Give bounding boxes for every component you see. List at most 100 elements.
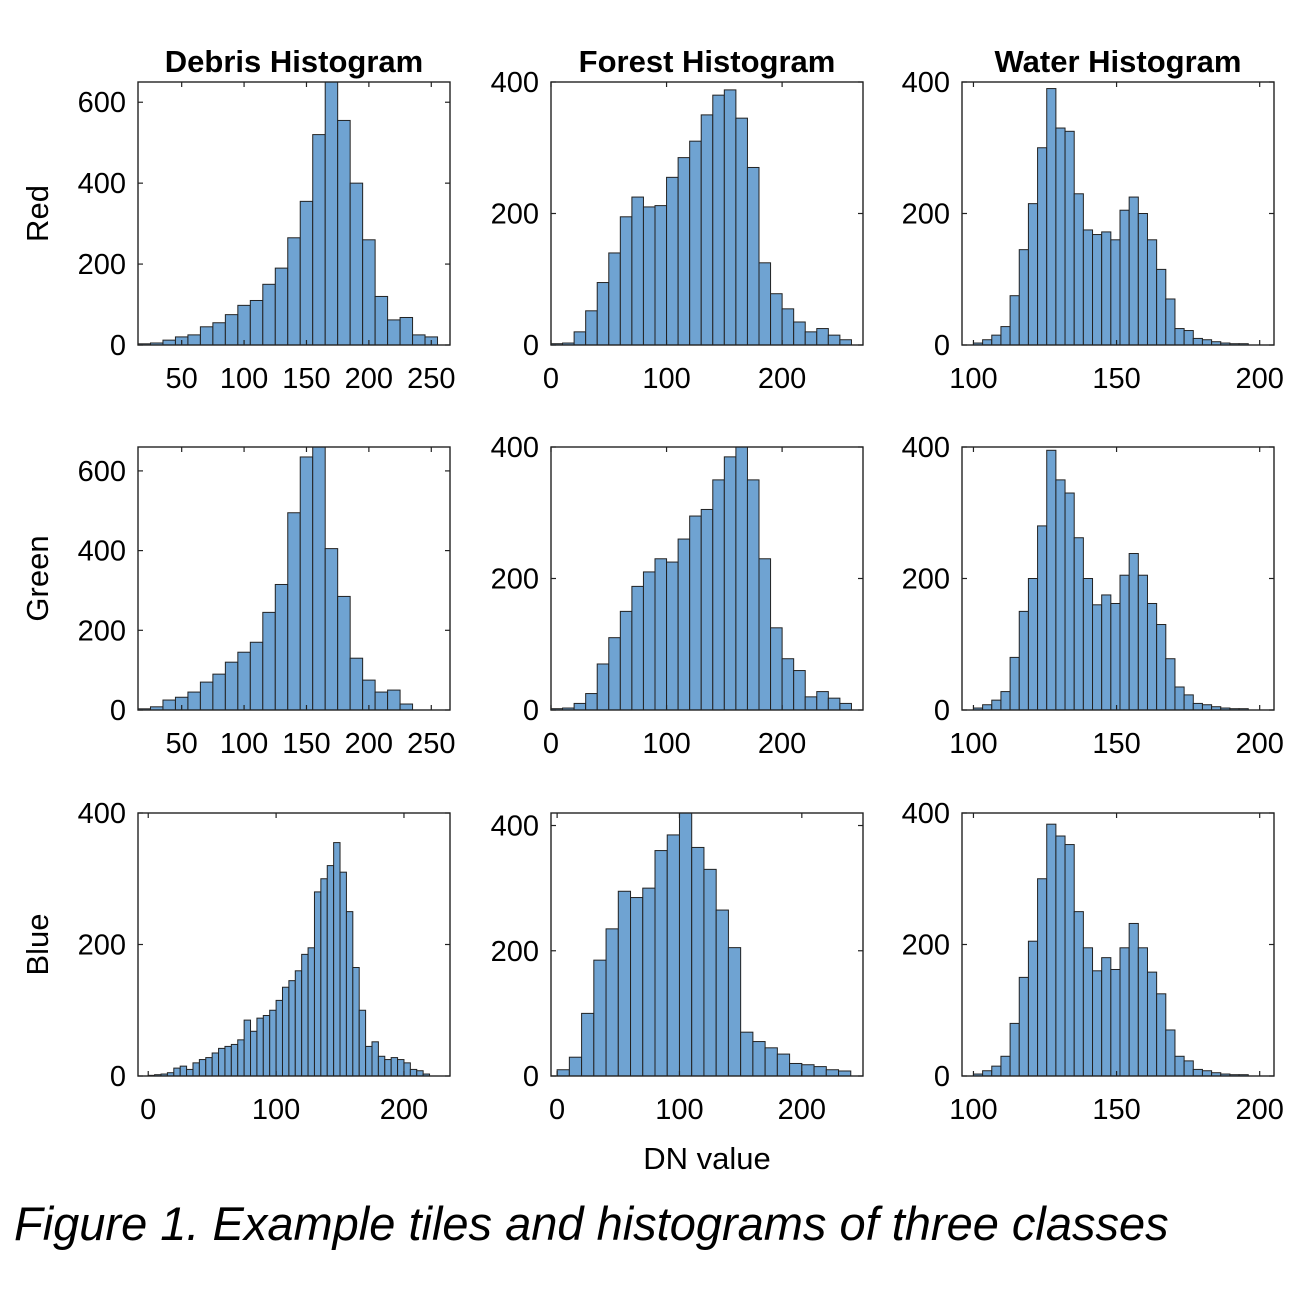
x-tick-label: 200 [778, 1094, 826, 1126]
histogram-bar [1027, 578, 1039, 711]
axes-frame [137, 446, 451, 711]
histogram-bar [1064, 130, 1075, 346]
histogram-bar [390, 1057, 399, 1077]
histogram-bar [352, 967, 360, 1077]
histogram-bar [573, 702, 587, 711]
y-tick-label: 600 [78, 456, 126, 488]
y-tick-label: 400 [78, 536, 126, 568]
histogram-bar [689, 140, 702, 346]
x-tick-label: 250 [407, 728, 455, 760]
x-tick-label: 50 [166, 363, 198, 395]
histogram-bar [224, 1045, 232, 1077]
histogram-bar [262, 611, 276, 711]
subplot-title: Debris Histogram [165, 44, 423, 79]
y-tick-label: 200 [902, 199, 950, 231]
subplot-r3c3: 100 150 200 0 200 400 [902, 798, 1284, 1126]
y-tick-label: 200 [78, 930, 126, 962]
histogram-bar [313, 891, 322, 1077]
y-tick-label: 0 [523, 330, 539, 362]
histogram-bar [1156, 268, 1167, 346]
histogram-bar [374, 295, 389, 346]
histogram-bar [1082, 947, 1094, 1077]
histogram-bar [299, 456, 314, 711]
subplot-r1c3: 100 150 200 0 200 400 Water Histogram [902, 44, 1284, 395]
histogram-bar [608, 252, 621, 346]
histogram-bar [1192, 1068, 1203, 1077]
histogram-bar [585, 693, 598, 711]
subplot-r2c2: 0 100 200 0 200 400 [491, 432, 864, 760]
y-tick-label: 400 [491, 432, 539, 464]
x-tick-label: 150 [282, 728, 330, 760]
row-label: Red [20, 185, 55, 242]
histogram-bar [715, 909, 729, 1077]
histogram-bar [198, 1059, 207, 1077]
histogram-bar [700, 508, 714, 711]
histogram-bar [642, 571, 656, 711]
histogram-bar [1192, 702, 1203, 711]
histogram-bar [399, 703, 414, 711]
histogram-bar [1183, 1060, 1194, 1077]
y-tick-label: 400 [902, 798, 950, 830]
histogram-bar [1018, 610, 1029, 711]
histogram-bar [1174, 328, 1185, 346]
histogram-bar [982, 1070, 993, 1077]
histogram-bar [677, 538, 691, 711]
row-label: Green [20, 535, 55, 621]
histogram-bar [1037, 147, 1048, 346]
histogram-bar [1101, 231, 1112, 346]
histogram-bar [1055, 479, 1066, 711]
histogram-bar [324, 81, 339, 346]
histogram-bar [764, 1047, 778, 1077]
histogram-bar [312, 134, 326, 346]
histogram-bar [1201, 1070, 1213, 1077]
y-tick-label: 400 [491, 67, 539, 99]
x-tick-label: 200 [758, 363, 806, 395]
histogram-bar [789, 1062, 803, 1077]
histogram-bar [1101, 957, 1112, 1077]
histogram-bar [224, 314, 239, 346]
histogram-bar [642, 887, 656, 1077]
x-tick-label: 0 [543, 363, 559, 395]
y-tick-label: 200 [78, 615, 126, 647]
histogram-bar [212, 673, 226, 711]
histogram-bar [556, 1069, 570, 1077]
histogram-bar [269, 1009, 277, 1077]
histogram-bar [1174, 686, 1185, 711]
histogram-bar [735, 446, 748, 711]
histogram-bar [573, 331, 587, 346]
histogram-bar [1137, 574, 1148, 711]
histogram-bar [199, 326, 214, 346]
histogram-bar [752, 1041, 766, 1077]
y-tick-label: 0 [110, 1061, 126, 1093]
histogram-bar [345, 911, 354, 1077]
histogram-bar [409, 1068, 418, 1077]
y-tick-label: 0 [523, 1061, 539, 1093]
subplot-r1c2: 0 100 200 0 200 400 Forest Histogram [491, 44, 864, 395]
histogram-bar [804, 696, 818, 711]
histogram-bar [362, 239, 376, 346]
y-tick-label: 0 [934, 695, 950, 727]
histogram-bar [827, 697, 841, 711]
histogram-bar [816, 328, 829, 346]
histogram-bar [205, 1057, 213, 1077]
histogram-bar [199, 681, 214, 711]
histogram-bar [1073, 537, 1084, 711]
histogram-bar [358, 1009, 367, 1077]
histogram-bar [596, 282, 610, 346]
histogram-bar [689, 515, 702, 711]
histogram-bar [218, 1047, 226, 1077]
histogram-bar [384, 1059, 392, 1077]
x-tick-label: 200 [345, 728, 393, 760]
histogram-bar [187, 691, 201, 711]
histogram-bar [333, 842, 341, 1077]
histogram-bar [735, 117, 748, 346]
histogram-bar [678, 812, 693, 1077]
histogram-bar [365, 1045, 373, 1077]
histogram-bar [581, 1012, 595, 1077]
histogram-bar [666, 561, 679, 711]
histogram-bar [654, 558, 668, 711]
histogram-bar [387, 319, 401, 346]
subplot-r2c1: 50 100 150 200 250 0 200 400 600 Green [20, 446, 455, 760]
histogram-bar [1137, 213, 1148, 346]
histogram-bar [727, 947, 742, 1077]
